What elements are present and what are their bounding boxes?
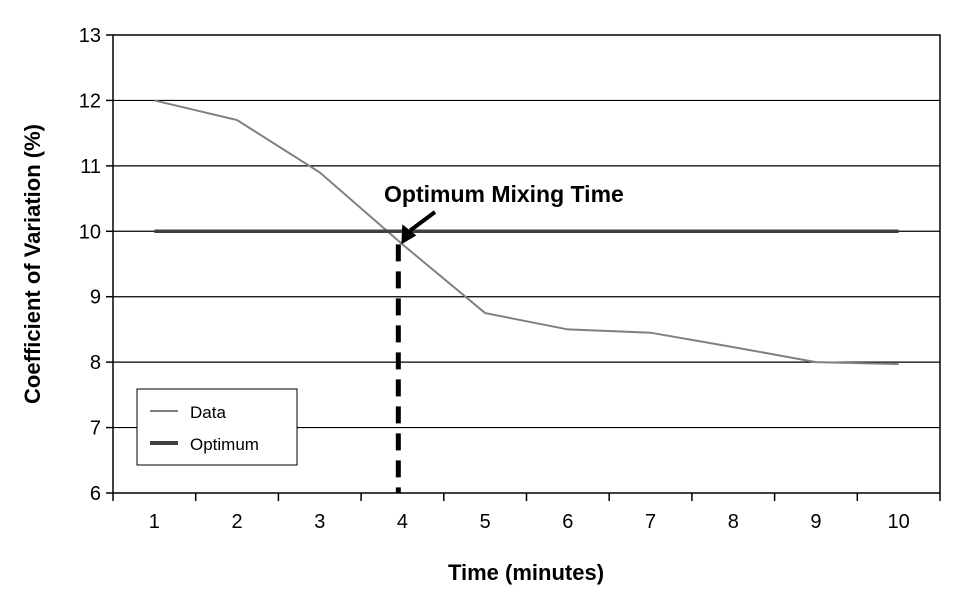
y-tick-label: 10 bbox=[79, 221, 101, 243]
x-axis-label: Time (minutes) bbox=[448, 560, 604, 585]
x-axis-ticks: 1 2 3 4 5 6 7 8 9 10 bbox=[113, 493, 940, 533]
annotation: Optimum Mixing Time bbox=[384, 181, 624, 493]
legend: Data Optimum bbox=[137, 389, 297, 465]
x-tick-label: 4 bbox=[397, 511, 408, 533]
legend-optimum-label: Optimum bbox=[190, 435, 259, 454]
x-tick-label: 5 bbox=[480, 511, 491, 533]
gridlines bbox=[113, 100, 940, 427]
y-tick-label: 9 bbox=[90, 287, 101, 309]
x-tick-label: 7 bbox=[645, 511, 656, 533]
legend-data-label: Data bbox=[190, 403, 226, 422]
series-lines bbox=[154, 100, 899, 364]
y-tick-label: 7 bbox=[90, 418, 101, 440]
y-tick-label: 12 bbox=[79, 90, 101, 112]
x-tick-label: 10 bbox=[888, 511, 910, 533]
x-tick-label: 6 bbox=[562, 511, 573, 533]
y-tick-label: 13 bbox=[79, 25, 101, 47]
y-tick-label: 8 bbox=[90, 352, 101, 374]
annotation-label: Optimum Mixing Time bbox=[384, 181, 624, 207]
y-tick-label: 11 bbox=[80, 156, 101, 178]
x-tick-label: 9 bbox=[810, 511, 821, 533]
y-axis-label: Coefficient of Variation (%) bbox=[20, 124, 45, 404]
y-axis-ticks: 6 7 8 9 10 11 12 13 bbox=[79, 25, 113, 505]
x-tick-label: 3 bbox=[314, 511, 325, 533]
x-tick-label: 1 bbox=[149, 511, 160, 533]
y-tick-label: 6 bbox=[90, 483, 101, 505]
annotation-arrow-shaft bbox=[410, 212, 435, 230]
x-tick-label: 8 bbox=[728, 511, 739, 533]
x-tick-label: 2 bbox=[231, 511, 242, 533]
